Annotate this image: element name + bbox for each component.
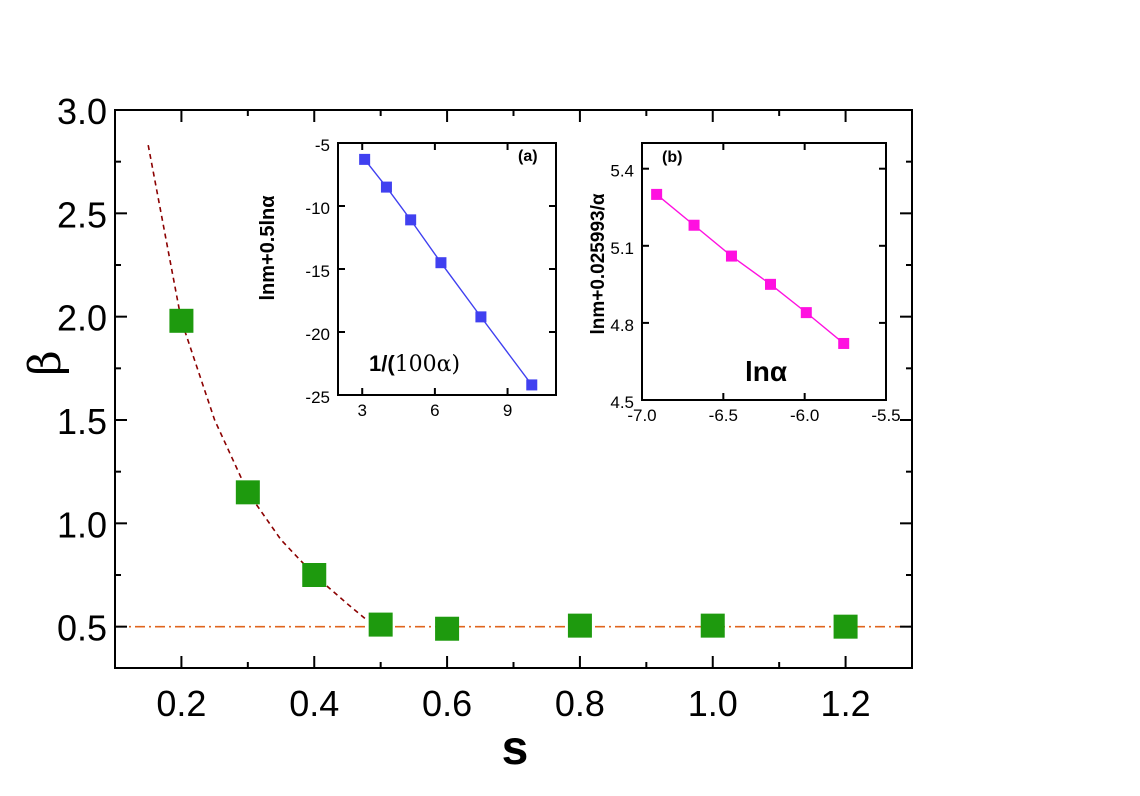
a-y-tick-label: -5: [315, 136, 330, 155]
a-y-tick-label: -25: [305, 388, 330, 407]
inset-a-data-points: [359, 153, 538, 391]
inset-a-frame: [337, 142, 557, 396]
main-axis-ticks: 0.2 0.4 0.6 0.8 1.0 1.2 0.5 1.0 1.5 2.0 2.5 3.0: [57, 91, 913, 724]
inset-b-y-axis-label: lnm+0.025993/α: [588, 193, 609, 334]
inset-b-x-axis-label: lnα: [745, 356, 787, 387]
main-data-point: [368, 612, 393, 637]
a-x-tick-label: 6: [430, 401, 439, 420]
main-y-tick-label: 2.0: [57, 298, 107, 339]
main-y-tick-label: 3.0: [57, 91, 107, 132]
main-x-tick-label: 0.4: [289, 683, 339, 724]
a-y-tick-label: -20: [305, 325, 330, 344]
inset-b-plot: -7.0 -6.5 -6.0 -5.5 4.5 4.8 5.1 5.4 (b) lnα lnm…: [588, 142, 901, 425]
a-x-tick-label: 9: [503, 401, 512, 420]
inset-b-data-points: [651, 188, 850, 349]
main-data-point: [833, 614, 858, 639]
main-x-tick-label: 1.2: [821, 683, 871, 724]
a-y-tick-label: -10: [305, 199, 330, 218]
main-data-points: [169, 308, 858, 641]
b-data-point: [800, 307, 812, 319]
inset-a-panel-label: (a): [518, 148, 538, 165]
inset-b-axis-ticks: -7.0 -6.5 -6.0 -5.5 4.5 4.8 5.1 5.4: [610, 143, 901, 425]
a-x-tick-label: 3: [357, 401, 366, 420]
a-data-point: [475, 311, 487, 323]
b-x-tick-label: -5.5: [871, 406, 900, 425]
b-y-tick-label: 5.4: [610, 162, 634, 181]
main-y-tick-label: 1.5: [57, 401, 107, 442]
main-plot: 0.2 0.4 0.6 0.8 1.0 1.2 0.5 1.0 1.5 2.0 2.5 3.0 s β: [20, 91, 913, 775]
main-data-point: [302, 563, 327, 587]
a-data-point: [359, 153, 371, 165]
b-data-point: [651, 188, 663, 200]
b-data-point: [765, 278, 777, 290]
main-y-axis-label: β: [20, 350, 71, 375]
main-y-tick-label: 0.5: [57, 608, 107, 649]
inset-a-x-label-suffix: 100α): [395, 352, 460, 377]
main-y-tick-label: 1.0: [57, 504, 107, 545]
inset-a-y-axis-label: lnm+0.5lnα: [257, 195, 279, 301]
inset-a-x-label-prefix: 1/(: [369, 351, 395, 376]
b-series-line: [656, 193, 845, 345]
a-data-point: [405, 214, 417, 226]
main-dashed-line: [147, 144, 368, 622]
b-x-tick-label: -6.5: [709, 406, 738, 425]
inset-a-x-axis-label: 1/(100α): [369, 351, 460, 377]
inset-b-series-line: [656, 193, 845, 345]
b-y-tick-label: 4.5: [610, 393, 634, 412]
main-x-tick-label: 0.8: [555, 683, 605, 724]
main-data-point: [435, 616, 460, 641]
b-x-tick-label: -7.0: [627, 406, 656, 425]
main-x-axis-label: s: [502, 722, 529, 775]
b-data-point: [838, 337, 850, 349]
a-data-point: [526, 379, 538, 391]
main-x-tick-label: 1.0: [688, 683, 738, 724]
main-data-point: [567, 613, 592, 638]
inset-a-axis-ticks: 3 6 9 -25 -20 -15 -10 -5: [305, 136, 556, 420]
inset-b-panel-label: (b): [662, 149, 682, 166]
main-data-point: [169, 308, 194, 333]
main-series-lines: [115, 144, 912, 628]
b-x-tick-label: -6.0: [790, 406, 819, 425]
main-x-tick-label: 0.6: [422, 683, 472, 724]
b-y-tick-label: 5.1: [610, 239, 634, 258]
main-x-tick-label: 0.2: [156, 683, 206, 724]
main-data-point: [700, 613, 725, 638]
a-data-point: [435, 257, 447, 269]
inset-a-plot: 3 6 9 -25 -20 -15 -10 -5 (a) 1/(100α) lnm+0.5ln…: [257, 136, 557, 420]
inset-b-frame: [641, 142, 887, 401]
b-data-point: [688, 219, 700, 231]
a-y-tick-label: -15: [305, 262, 330, 281]
b-y-tick-label: 4.8: [610, 316, 634, 335]
main-y-tick-label: 2.5: [57, 194, 107, 235]
main-data-point: [235, 480, 260, 505]
b-data-point: [725, 250, 737, 262]
a-data-point: [380, 181, 392, 193]
